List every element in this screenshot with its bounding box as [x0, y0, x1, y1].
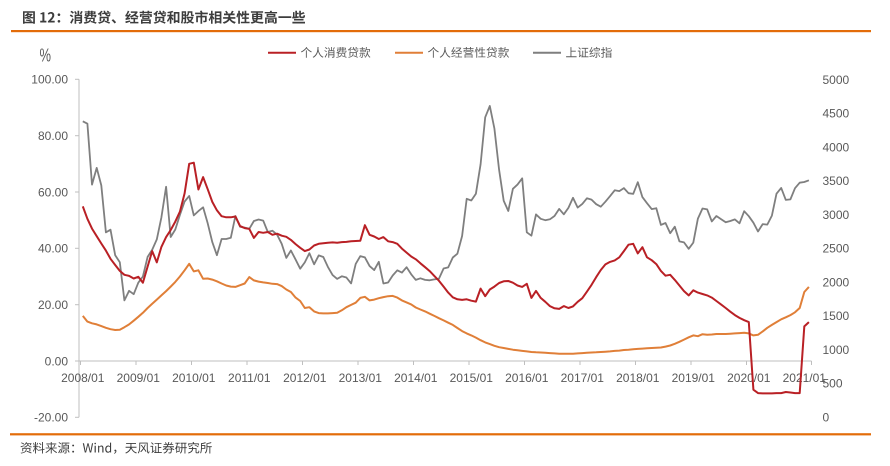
svg-text:0.00: 0.00 — [45, 354, 69, 368]
svg-text:1500: 1500 — [823, 309, 850, 323]
svg-text:-20.00: -20.00 — [34, 411, 68, 425]
svg-text:2014/01: 2014/01 — [394, 371, 438, 385]
svg-text:2021/01: 2021/01 — [783, 371, 827, 385]
svg-text:4000: 4000 — [823, 141, 850, 155]
svg-text:80.00: 80.00 — [38, 129, 68, 143]
svg-text:3500: 3500 — [823, 174, 850, 188]
svg-text:%: % — [40, 46, 52, 66]
svg-text:1000: 1000 — [823, 343, 850, 357]
svg-text:2018/01: 2018/01 — [616, 371, 660, 385]
svg-text:2017/01: 2017/01 — [561, 371, 605, 385]
svg-text:2008/01: 2008/01 — [61, 371, 105, 385]
svg-text:20.00: 20.00 — [38, 298, 68, 312]
svg-text:2010/01: 2010/01 — [172, 371, 216, 385]
svg-text:60.00: 60.00 — [38, 185, 68, 199]
svg-text:100.00: 100.00 — [31, 73, 68, 87]
svg-text:2019/01: 2019/01 — [672, 371, 716, 385]
svg-text:5000: 5000 — [823, 73, 850, 87]
svg-text:4500: 4500 — [823, 107, 850, 121]
svg-text:2011/01: 2011/01 — [228, 371, 271, 385]
svg-text:500: 500 — [823, 377, 843, 391]
svg-text:2009/01: 2009/01 — [117, 371, 161, 385]
svg-text:0: 0 — [823, 410, 830, 424]
svg-text:2020/01: 2020/01 — [727, 371, 771, 385]
svg-text:2000: 2000 — [823, 275, 850, 289]
svg-text:3000: 3000 — [823, 208, 850, 222]
svg-text:2012/01: 2012/01 — [283, 371, 327, 385]
svg-text:2500: 2500 — [823, 242, 850, 256]
svg-text:2016/01: 2016/01 — [505, 371, 549, 385]
svg-text:2013/01: 2013/01 — [339, 371, 383, 385]
svg-text:2015/01: 2015/01 — [450, 371, 494, 385]
svg-text:40.00: 40.00 — [38, 242, 68, 256]
